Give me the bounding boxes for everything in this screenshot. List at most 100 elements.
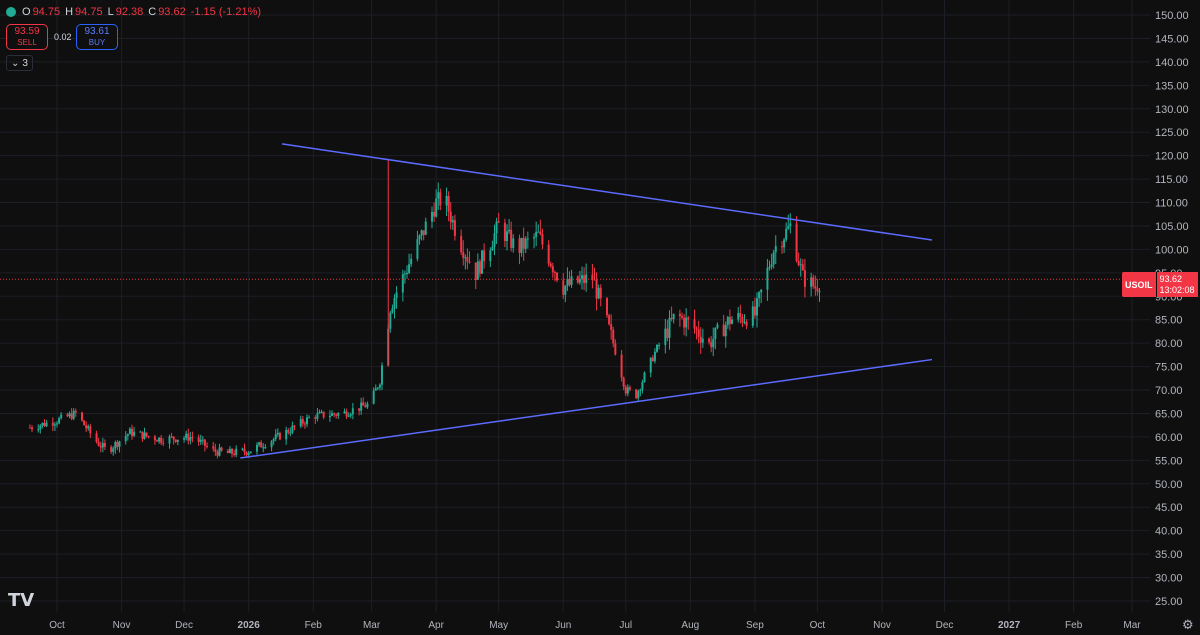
candle-body [39, 425, 42, 430]
candle-body [641, 381, 644, 390]
candle-body [306, 417, 308, 425]
gear-icon[interactable]: ⚙ [1182, 617, 1194, 632]
candle-body [337, 413, 340, 416]
candle-body [622, 377, 625, 387]
candle-body [466, 257, 469, 262]
candle-body [74, 410, 77, 413]
candle-body [551, 266, 554, 272]
candle-body [489, 250, 492, 262]
candle-body [243, 448, 246, 453]
candle-body [170, 436, 173, 438]
y-tick-label: 75.00 [1155, 362, 1183, 374]
candle-body [197, 437, 200, 442]
candle-body [620, 354, 623, 378]
y-tick-label: 60.00 [1155, 432, 1183, 444]
y-tick-label: 140.00 [1155, 57, 1189, 69]
candle-body [403, 273, 406, 275]
candle-body [566, 278, 569, 287]
candle-body [328, 415, 331, 418]
candle-body [270, 441, 273, 448]
candle-body [714, 327, 717, 340]
candle-body [556, 272, 558, 281]
last-price-tag: USOIL 93.62 13:02:08 [1122, 272, 1198, 297]
candle-body [628, 387, 631, 390]
x-tick-label: Nov [113, 620, 131, 631]
candle-body [343, 411, 346, 414]
candle-body [537, 231, 540, 233]
y-tick-label: 30.00 [1155, 573, 1183, 585]
candle-body [553, 271, 556, 273]
candle-body [116, 442, 119, 447]
candle-body [818, 291, 821, 293]
candle-body [599, 287, 602, 299]
candle-body [672, 313, 675, 320]
candle-body [191, 437, 194, 439]
y-tick-label: 65.00 [1155, 408, 1183, 420]
candle-body [568, 278, 571, 285]
candle-body [708, 338, 711, 343]
x-tick-label: Apr [428, 620, 444, 631]
candle-body [85, 425, 88, 429]
ohlc-legend: O 94.75 H 94.75 L 92.38 C 93.62 -1.15 (-1.21… [6, 6, 264, 18]
candle-body [510, 229, 513, 248]
candle-body [276, 432, 279, 435]
y-tick-label: 85.00 [1155, 315, 1183, 327]
low-label: L [107, 6, 114, 18]
candle-body [728, 317, 731, 324]
candle-body [89, 426, 92, 434]
candle-body [751, 306, 754, 326]
candle-body [731, 319, 733, 324]
buy-label: BUY [88, 38, 106, 47]
candle-body [797, 260, 800, 266]
candle-body [333, 413, 336, 415]
candle-body [768, 266, 771, 268]
indicators-toggle[interactable]: ⌄ 3 [6, 55, 33, 71]
candle-body [431, 211, 433, 222]
candle-body [760, 289, 763, 293]
candle-body [241, 448, 244, 450]
close-label: C [148, 6, 157, 18]
candle-body [610, 324, 613, 330]
y-tick-label: 80.00 [1155, 338, 1183, 350]
candle-body [670, 317, 673, 320]
candle-body [495, 221, 498, 234]
y-tick-label: 70.00 [1155, 385, 1183, 397]
candle-body [245, 452, 248, 455]
candle-body [43, 422, 46, 427]
x-tick-label: Nov [873, 620, 891, 631]
sell-button[interactable]: 93.59 SELL [6, 24, 48, 50]
candle-body [483, 250, 486, 262]
x-tick-label: Sep [746, 620, 764, 631]
candle-body [381, 365, 383, 385]
candle-body [687, 317, 690, 320]
candle-body [345, 411, 348, 417]
x-tick-label: Mar [1123, 620, 1141, 631]
candle-body [56, 423, 58, 425]
tradingview-logo-icon[interactable]: 𝗧𝗩 [8, 590, 35, 610]
candle-body [581, 275, 583, 279]
candle-body [172, 436, 175, 440]
candle-body [226, 450, 229, 454]
candle-body [449, 211, 452, 223]
candle-body [60, 414, 63, 419]
candle-body [53, 424, 56, 426]
x-tick-label: Oct [810, 620, 826, 631]
candle-body [331, 413, 333, 416]
candle-body [656, 344, 658, 352]
indicators-count: 3 [22, 57, 28, 69]
candle-body [810, 277, 813, 287]
candle-body [701, 338, 704, 343]
candle-body [535, 231, 538, 237]
candle-body [249, 451, 252, 454]
candle-body [774, 246, 777, 253]
candle-body [168, 436, 171, 444]
candle-body [716, 324, 719, 328]
candle-body [812, 277, 815, 287]
candle-body [335, 414, 338, 416]
candle-body [212, 446, 215, 449]
price-tag-symbol: USOIL [1122, 272, 1156, 297]
buy-button[interactable]: 93.61 BUY [76, 24, 118, 50]
x-tick-label: Feb [305, 620, 323, 631]
x-tick-label: Oct [49, 620, 65, 631]
